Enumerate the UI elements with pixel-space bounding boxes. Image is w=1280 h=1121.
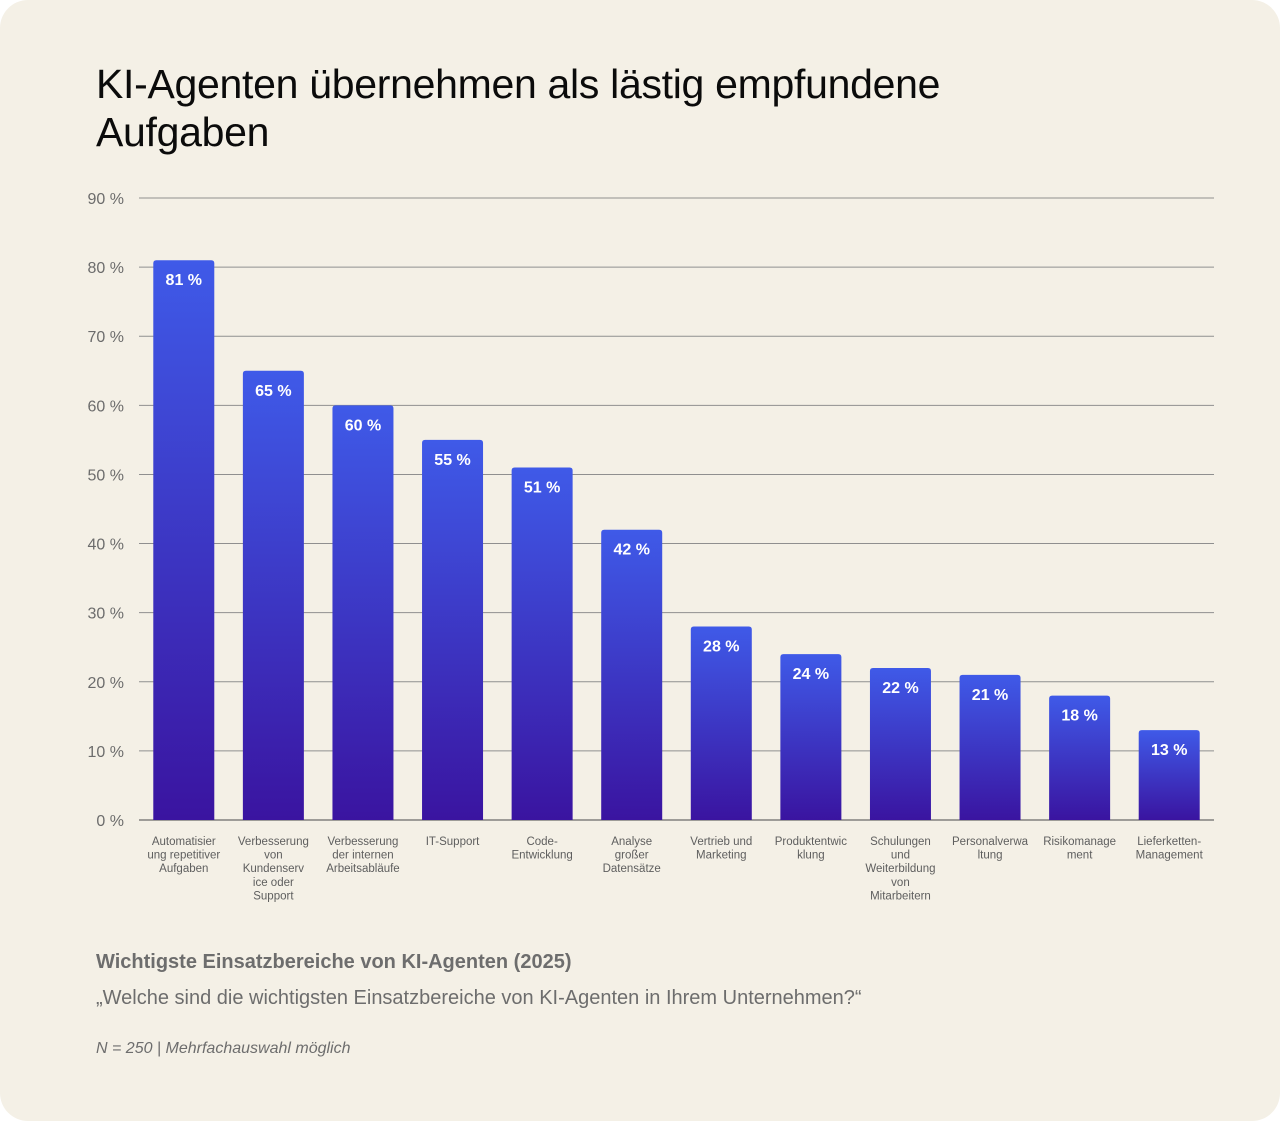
bar-value-label: 24 %	[793, 666, 829, 683]
x-tick-label: Personalverwa ltung	[952, 836, 1029, 862]
bar-value-label: 21 %	[972, 687, 1008, 704]
chart-title: KI-Agenten übernehmen als lästig empfund…	[96, 61, 941, 155]
x-tick-label-line: Support	[253, 890, 294, 902]
y-tick-label: 50 %	[88, 467, 124, 484]
bar	[242, 370, 304, 820]
bar-value-label: 42 %	[613, 542, 649, 559]
x-tick-label: Vertrieb und Marketing	[690, 836, 752, 862]
y-tick-label: 80 %	[88, 260, 124, 277]
x-tick-label-line: ung repetitiver	[147, 850, 220, 862]
bar-value-label: 60 %	[345, 417, 381, 434]
x-tick-label: Verbesserung von Kundenserv ice oder Support	[238, 836, 309, 902]
x-tick-label-line: IT-Support	[426, 836, 480, 848]
x-tick-label-line: klung	[797, 850, 825, 862]
bar	[601, 529, 663, 820]
x-tick-label: Schulungen und Weiterbildung von Mitarbeiter…	[865, 836, 935, 902]
x-tick-label: Verbesserung der internen Arbeitsabläufe	[326, 836, 400, 875]
x-tick-label-line: von	[891, 877, 910, 889]
bar-value-label: 81 %	[166, 272, 202, 289]
x-tick-label-line: ltung	[978, 850, 1003, 862]
x-tick-label-line: ice oder	[253, 877, 294, 889]
y-tick-label: 10 %	[88, 744, 124, 761]
bar	[1049, 695, 1111, 820]
bar	[869, 667, 931, 820]
x-tick-label-line: Verbesserung	[327, 836, 398, 848]
y-tick-label: 20 %	[88, 675, 124, 692]
y-tick-label: 0 %	[96, 813, 124, 830]
grid-layer: 0 % 10 % 20 % 30 % 40 % 50 % 60 % 70 % 80 % 90 %	[88, 191, 1214, 830]
bar	[511, 467, 573, 820]
x-tick-label-line: Mitarbeitern	[870, 890, 931, 902]
x-tick-label-line: Vertrieb und	[690, 836, 752, 848]
caption-question: „Welche sind die wichtigsten Einsatzbere…	[96, 987, 862, 1009]
bar-value-label: 65 %	[255, 383, 291, 400]
bars-layer: 81 % 65 % 60 % 55 % 51 % 42 % 28 % 24 % 22 % 21 %…	[153, 260, 1200, 820]
x-tick-label-line: Management	[1136, 850, 1204, 862]
x-axis-labels: Automatisier ung repetitiver Aufgaben Verbe…	[147, 836, 1203, 902]
caption-note: N = 250 | Mehrfachauswahl möglich	[96, 1040, 351, 1057]
x-tick-label: Produktentwic klung	[775, 836, 847, 862]
caption-title: Wichtigste Einsatzbereiche von KI-Agente…	[96, 951, 572, 973]
x-tick-label-line: der internen	[332, 850, 393, 862]
x-tick-label-line: Datensätze	[603, 863, 661, 875]
x-tick-label-line: Code-	[526, 836, 557, 848]
bar	[959, 674, 1021, 820]
x-tick-label: Lieferketten- Management	[1136, 836, 1204, 862]
bar-value-label: 18 %	[1061, 708, 1097, 725]
y-tick-label: 60 %	[88, 398, 124, 415]
bar	[780, 654, 842, 820]
x-tick-label-line: Entwicklung	[511, 850, 572, 862]
x-tick-label-line: Kundenserv	[243, 863, 305, 875]
x-tick-label-line: und	[891, 850, 910, 862]
x-tick-label-line: Arbeitsabläufe	[326, 863, 400, 875]
y-tick-label: 70 %	[88, 329, 124, 346]
y-tick-label: 40 %	[88, 537, 124, 554]
x-tick-label-line: Verbesserung	[238, 836, 309, 848]
x-tick-label-line: ment	[1067, 850, 1093, 862]
x-tick-label-line: Lieferketten-	[1137, 836, 1201, 848]
x-tick-label-line: Analyse	[611, 836, 652, 848]
bar-chart: 0 %10 %20 %30 %40 %50 %60 %70 %80 %90 % …	[88, 191, 1214, 902]
bar-value-label: 51 %	[524, 480, 560, 497]
bar	[153, 260, 215, 820]
bar	[690, 626, 752, 820]
x-tick-label-line: Produktentwic	[775, 836, 847, 848]
x-tick-label-line: Automatisier	[152, 836, 216, 848]
x-tick-label-line: großer	[615, 850, 649, 862]
y-tick-label: 30 %	[88, 606, 124, 623]
x-tick-label-line: Marketing	[696, 850, 747, 862]
x-tick-label: IT-Support	[426, 836, 480, 848]
x-tick-label-line: Personalverwa	[952, 836, 1029, 848]
bar-value-label: 22 %	[882, 680, 918, 697]
y-tick-label: 90 %	[88, 191, 124, 208]
x-tick-label-line: Weiterbildung	[865, 863, 935, 875]
x-tick-label-line: Aufgaben	[159, 863, 208, 875]
bar	[332, 405, 394, 820]
bar	[422, 439, 484, 820]
x-tick-label-line: Schulungen	[870, 836, 931, 848]
bar	[1138, 730, 1200, 820]
bar-value-label: 55 %	[434, 452, 470, 469]
x-tick-label-line: Risikomanage	[1043, 836, 1116, 848]
bar-value-label: 13 %	[1151, 742, 1187, 759]
x-tick-label: Analyse großer Datensätze	[603, 836, 661, 875]
x-tick-label: Code- Entwicklung	[511, 836, 572, 862]
x-tick-label-line: von	[264, 850, 283, 862]
x-tick-label: Risikomanage ment	[1043, 836, 1116, 862]
x-tick-label: Automatisier ung repetitiver Aufgaben	[147, 836, 220, 875]
bar-value-label: 28 %	[703, 638, 739, 655]
